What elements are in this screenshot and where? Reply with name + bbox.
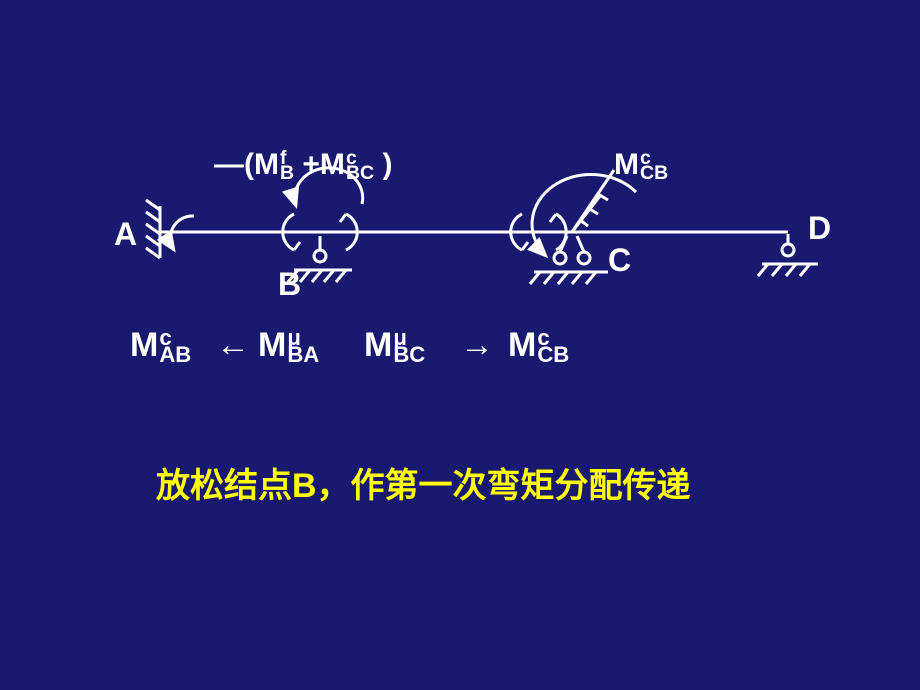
formula-mid-arrow-1: ← [216, 326, 250, 365]
node-label-c: C [608, 242, 631, 279]
caption-text: 放松结点B，作第一次弯矩分配传递 [156, 458, 691, 507]
formula-mid-4: McCB [508, 326, 569, 365]
formula-mid-arrow-2: → [460, 326, 494, 365]
formula-mid-2: MμBA [258, 326, 319, 365]
node-label-d: D [808, 210, 831, 247]
text: —(M [214, 148, 279, 181]
formula-mid-1: McAB [130, 326, 191, 365]
node-label-b: B [278, 266, 301, 303]
support-c [530, 170, 614, 284]
formula-top-left: —(MfB +McBC ) [214, 148, 392, 182]
formula-top-right: McCB [614, 148, 668, 182]
support-a-fixed [146, 200, 160, 258]
node-label-a: A [114, 216, 137, 253]
formula-mid-3: MμBC [364, 326, 425, 365]
